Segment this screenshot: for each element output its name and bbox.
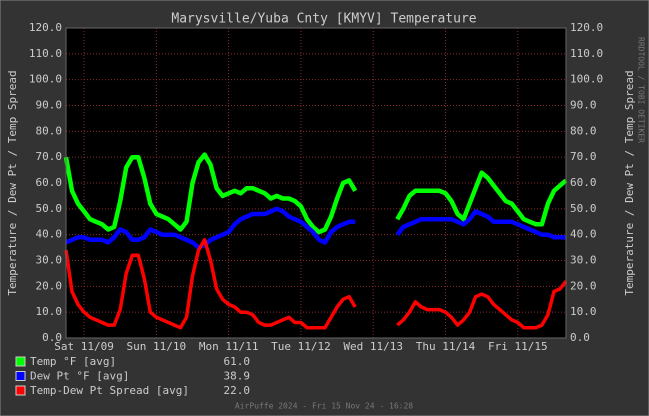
footer: AirPuffe 2024 - Fri 15 Nov 24 - 16:28 xyxy=(235,402,413,411)
legend-value: 61.0 xyxy=(224,355,251,368)
y-tick-label: 100.0 xyxy=(29,73,62,86)
y2-tick-label: 60.0 xyxy=(570,176,597,189)
y-tick-label: 0.0 xyxy=(42,331,62,344)
legend-label: Temp °F [avg] xyxy=(30,355,116,368)
y-tick-label: 40.0 xyxy=(36,228,63,241)
legend-label: Dew Pt °F [avg] xyxy=(30,370,129,383)
x-tick-label: Sat 11/09 xyxy=(54,340,114,353)
legend-value: 22.0 xyxy=(224,384,251,397)
y2-tick-label: 50.0 xyxy=(570,202,597,215)
y2-tick-label: 70.0 xyxy=(570,150,597,163)
y-tick-label: 70.0 xyxy=(36,150,63,163)
chart-title: Marysville/Yuba Cnty [KMYV] Temperature xyxy=(171,12,476,27)
y-tick-label: 60.0 xyxy=(36,176,63,189)
data-line xyxy=(64,238,568,330)
y-tick-label: 90.0 xyxy=(36,99,63,112)
data-line xyxy=(65,206,567,250)
y2-tick-label: 80.0 xyxy=(570,124,597,137)
y-tick-label: 120.0 xyxy=(29,21,62,34)
plot-frame xyxy=(65,27,567,339)
y-tick-label: 110.0 xyxy=(29,47,62,60)
x-tick-label: Thu 11/14 xyxy=(416,340,476,353)
y-axis-label: Temperature / Dew Pt / Temp Spread xyxy=(6,70,19,295)
y2-tick-label: 100.0 xyxy=(570,73,603,86)
y-tick-label: 20.0 xyxy=(36,279,63,292)
y2-tick-label: 120.0 xyxy=(570,21,603,34)
legend-swatch xyxy=(15,385,26,396)
y2-tick-label: 10.0 xyxy=(570,305,597,318)
y2-axis-label: Temperature / Dew Pt / Temp Spread xyxy=(623,70,636,295)
side-note: RRDTOOL / TOBI OETIKER xyxy=(637,37,646,143)
y2-tick-label: 20.0 xyxy=(570,279,597,292)
y2-tick-label: 40.0 xyxy=(570,228,597,241)
legend-label: Temp-Dew Pt Spread [avg] xyxy=(30,384,189,397)
legend-swatch xyxy=(15,356,26,367)
y2-tick-label: 110.0 xyxy=(570,47,603,60)
x-tick-label: Fri 11/15 xyxy=(488,340,548,353)
y-tick-label: 30.0 xyxy=(36,254,63,267)
legend-swatch xyxy=(15,371,26,381)
x-tick-label: Mon 11/11 xyxy=(199,340,259,353)
y2-tick-label: 0.0 xyxy=(570,331,590,344)
x-tick-label: Tue 11/12 xyxy=(271,340,331,353)
x-tick-label: Wed 11/13 xyxy=(343,340,403,353)
y2-tick-label: 90.0 xyxy=(570,99,597,112)
data-line xyxy=(63,152,568,235)
legend-value: 38.9 xyxy=(224,370,251,383)
y-tick-label: 10.0 xyxy=(36,305,63,318)
y-tick-label: 50.0 xyxy=(36,202,63,215)
x-tick-label: Sun 11/10 xyxy=(127,340,187,353)
y2-tick-label: 30.0 xyxy=(570,254,597,267)
y-tick-label: 80.0 xyxy=(36,124,63,137)
